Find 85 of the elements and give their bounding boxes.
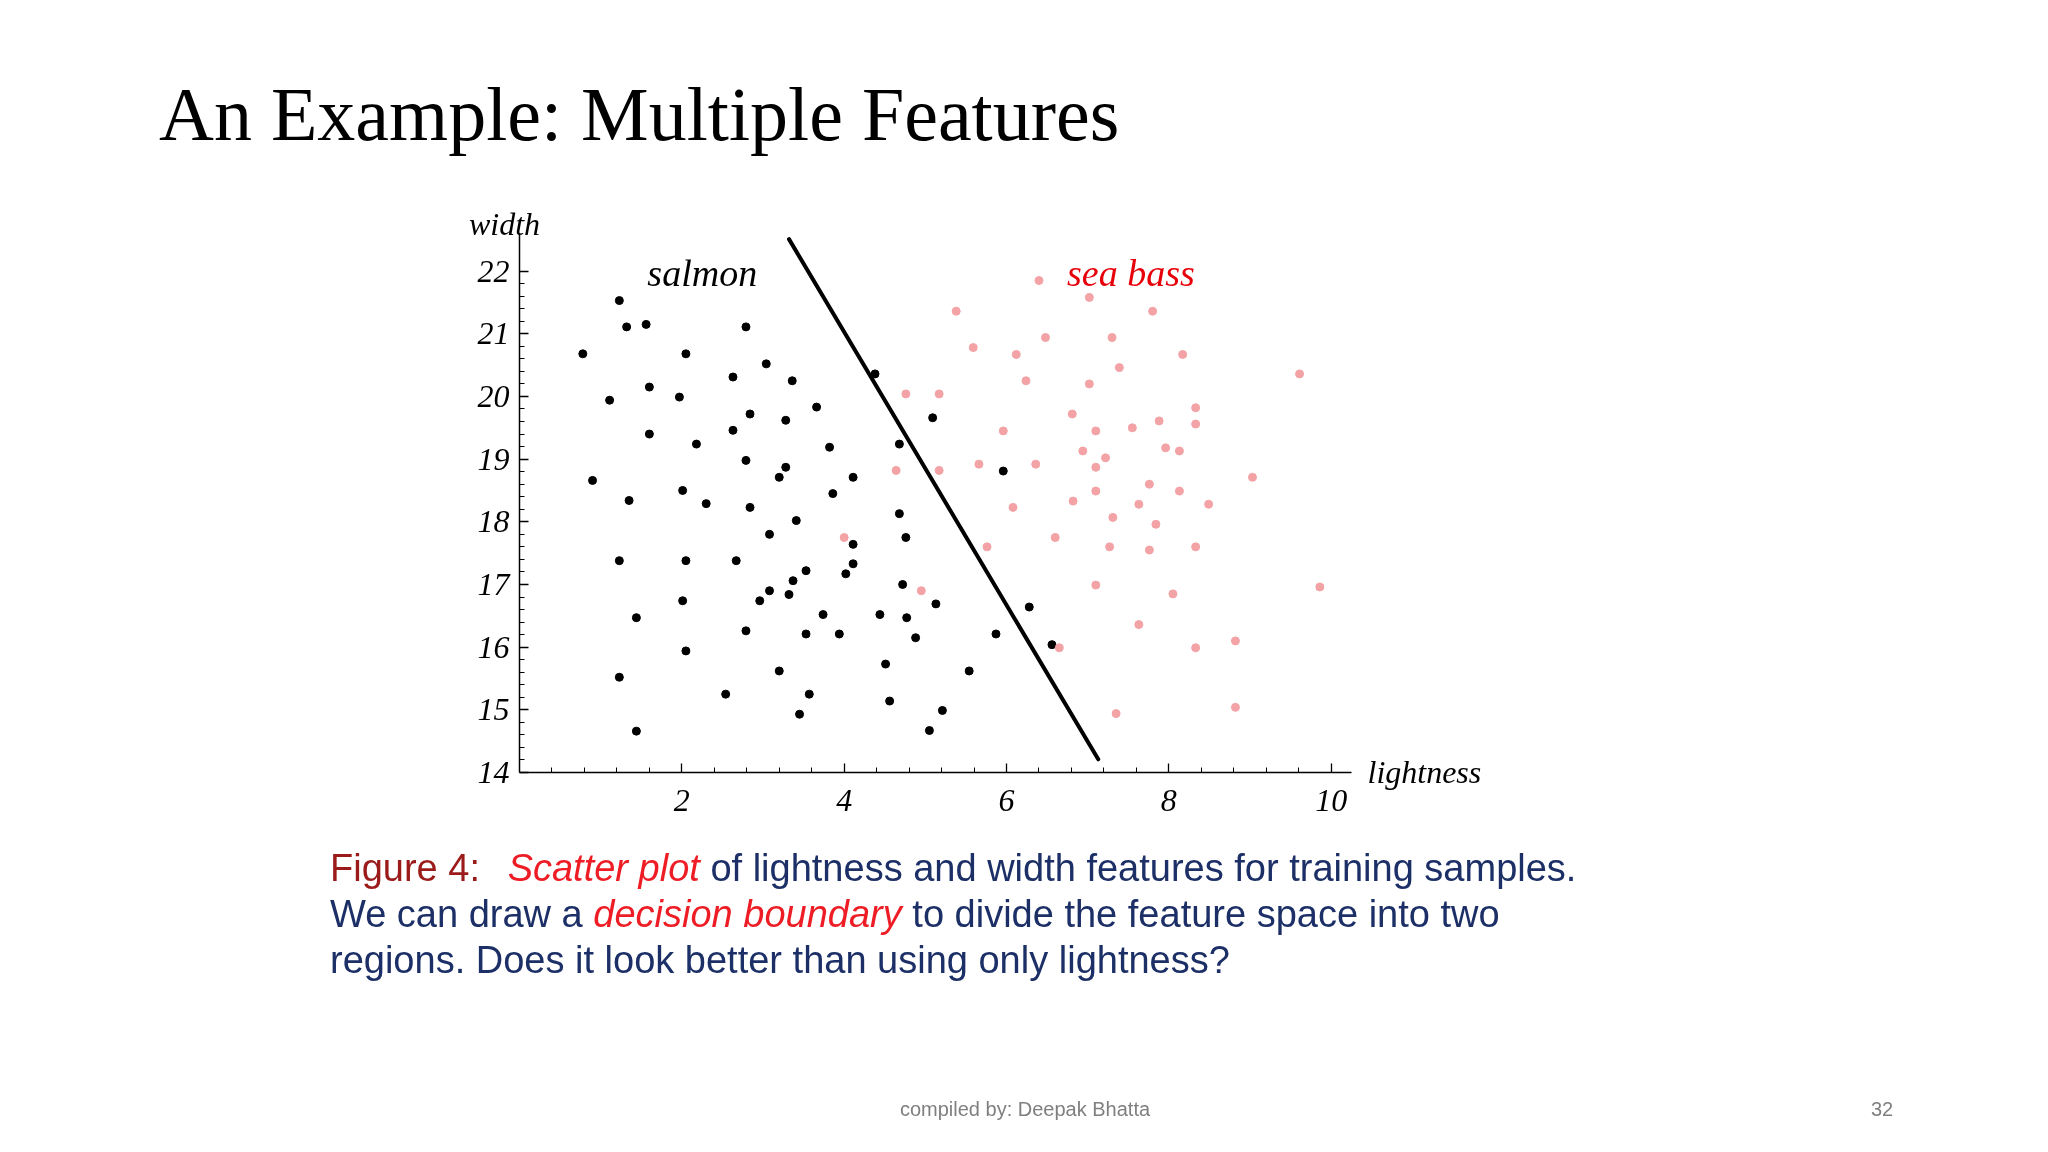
point [1078, 446, 1088, 456]
point [974, 459, 984, 469]
point [1191, 542, 1201, 552]
point [1144, 479, 1154, 489]
point [1127, 423, 1137, 433]
point [1230, 636, 1240, 646]
point [1021, 376, 1031, 386]
y-tick-label: 16 [477, 628, 510, 665]
x-tick-label: 8 [1160, 782, 1177, 819]
point [1068, 496, 1078, 506]
point [1247, 472, 1257, 482]
text: We can draw a [330, 893, 583, 935]
point [1054, 643, 1064, 653]
point [1151, 519, 1161, 529]
point [951, 306, 961, 316]
point [934, 389, 944, 399]
point [1084, 292, 1094, 302]
x-tick-label: 4 [836, 782, 853, 819]
y-tick-label: 17 [477, 565, 512, 602]
point [839, 532, 849, 542]
text: to divide the feature space into two [912, 893, 1500, 935]
text: of lightness and width features for training samples. [710, 847, 1577, 889]
point [901, 389, 911, 399]
point [934, 465, 944, 475]
y-tick-label: 15 [477, 691, 510, 728]
point [1168, 589, 1178, 599]
point [1031, 459, 1041, 469]
point [1114, 363, 1124, 373]
point [1111, 709, 1121, 719]
chart-title: An Example: Multiple Features [159, 71, 1120, 156]
point [1178, 349, 1188, 359]
point [916, 586, 926, 596]
point [1101, 453, 1111, 463]
point [1174, 486, 1184, 496]
x-tick-label: 6 [998, 782, 1015, 819]
point [1191, 643, 1201, 653]
x-axis-title: lightness [1367, 754, 1482, 791]
point [1174, 446, 1184, 456]
point [1161, 443, 1171, 453]
point [1191, 403, 1201, 413]
point [1230, 702, 1240, 712]
point [1091, 462, 1101, 472]
point [968, 343, 978, 353]
point [1084, 379, 1094, 389]
text: Scatter plot [507, 847, 700, 889]
point [982, 542, 992, 552]
series-label: sea bass [1066, 251, 1195, 294]
point [1091, 426, 1101, 436]
point [1134, 499, 1144, 509]
y-tick-label: 20 [477, 377, 510, 414]
caption: Figure 4: [330, 847, 480, 889]
point [1191, 419, 1201, 429]
point [1154, 416, 1164, 426]
text: decision boundary [593, 893, 902, 935]
text: compiled by: Deepak Bhatta [899, 1098, 1151, 1120]
y-tick-label: 22 [477, 252, 510, 289]
x-tick-label: 10 [1315, 782, 1348, 819]
point [1050, 532, 1060, 542]
x-tick-label: 2 [673, 782, 690, 819]
point [1108, 512, 1118, 522]
point [1144, 545, 1154, 555]
point [891, 465, 901, 475]
point [1148, 306, 1158, 316]
point [1011, 349, 1021, 359]
text: regions. Does it look better than using only lightness? [330, 939, 1230, 981]
y-tick-label: 21 [477, 315, 510, 352]
point [1091, 580, 1101, 590]
point [1107, 333, 1117, 343]
point [1204, 499, 1214, 509]
point [998, 426, 1008, 436]
point [1295, 369, 1305, 379]
y-tick-label: 18 [477, 503, 510, 540]
point [1008, 502, 1018, 512]
point [1091, 486, 1101, 496]
point [1105, 542, 1115, 552]
text: 32 [1871, 1097, 1894, 1122]
point [1315, 582, 1325, 592]
point [1067, 409, 1077, 419]
y-axis-title: width [468, 205, 541, 242]
point [1034, 276, 1044, 285]
y-tick-label: 14 [477, 754, 510, 790]
y-tick-label: 19 [477, 440, 510, 477]
point [1134, 620, 1144, 630]
point [1040, 333, 1050, 343]
series-label: salmon [647, 251, 758, 294]
